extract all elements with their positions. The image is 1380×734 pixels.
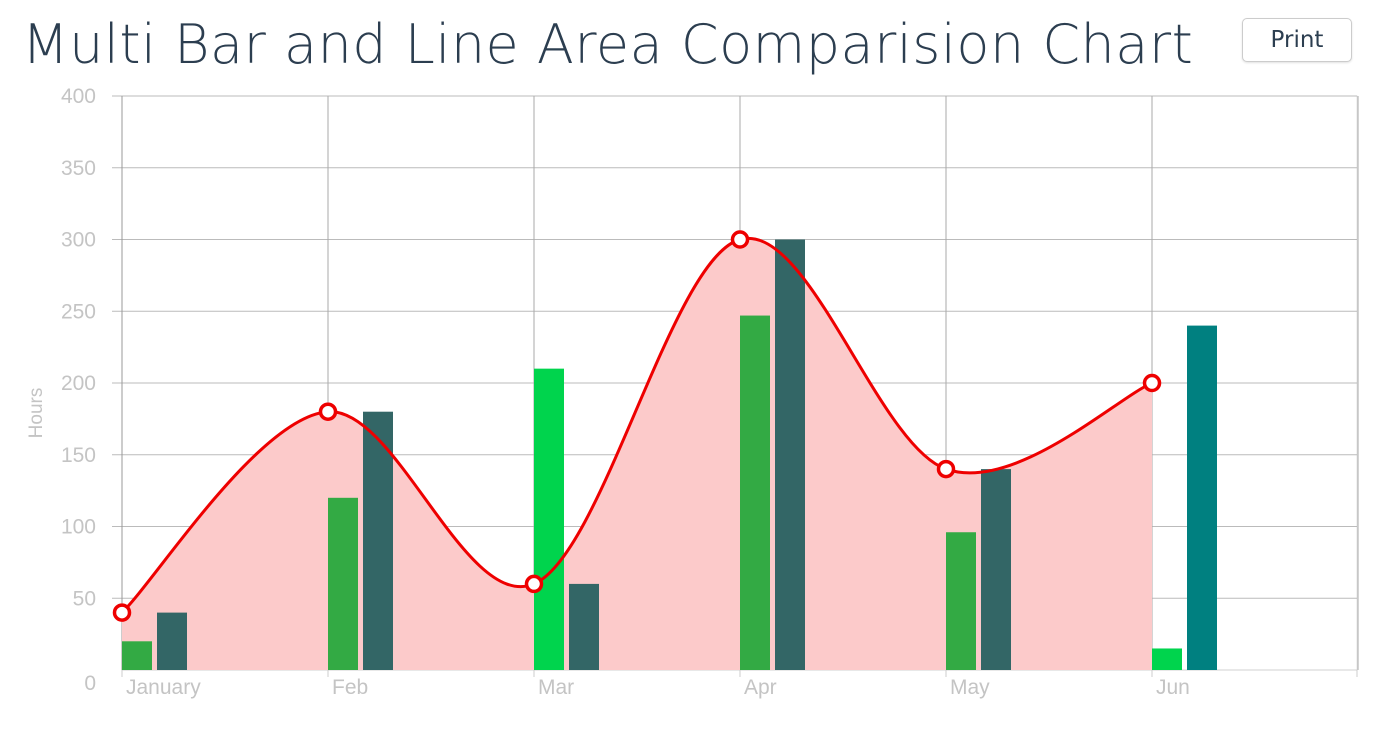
y-tick-label: 100	[61, 516, 96, 539]
y-tick-label: 350	[61, 157, 96, 180]
y-tick-label: 150	[61, 444, 96, 467]
print-button[interactable]: Print	[1242, 18, 1352, 62]
bar-series-1	[946, 532, 976, 670]
x-tick-label: Jun	[1156, 676, 1190, 699]
y-tick-label: 0	[84, 672, 96, 695]
y-tick-label: 200	[61, 372, 96, 395]
line-point	[936, 459, 956, 479]
x-tick-label: Mar	[538, 676, 574, 699]
bar-series-2	[1187, 325, 1217, 670]
bar-series-2	[363, 411, 393, 670]
bar-series-2	[569, 583, 599, 670]
line-point	[318, 402, 338, 421]
bar-series-1	[534, 368, 564, 670]
bar-series-1	[1152, 648, 1182, 670]
line-point	[730, 230, 750, 249]
chart-title: Multi Bar and Line Area Comparision Char…	[22, 13, 1194, 76]
x-tick-label: Apr	[744, 676, 777, 699]
line-point	[524, 574, 544, 594]
y-axis-title: Hours	[26, 388, 47, 439]
y-tick-label: 250	[61, 300, 96, 323]
y-tick-label: 50	[73, 587, 96, 610]
bar-series-2	[775, 239, 805, 670]
y-tick-label: 300	[61, 229, 96, 252]
bar-series-2	[157, 612, 187, 670]
bar-series-1	[328, 497, 358, 670]
line-point	[1142, 373, 1162, 393]
x-tick-label: May	[950, 676, 990, 699]
x-tick-label: January	[126, 676, 201, 699]
bar-series-2	[981, 469, 1011, 670]
x-tick-label: Feb	[332, 676, 368, 699]
bar-series-1	[740, 315, 770, 670]
y-tick-label: 400	[61, 85, 96, 108]
bar-series-1	[122, 641, 152, 670]
line-point	[112, 603, 132, 622]
